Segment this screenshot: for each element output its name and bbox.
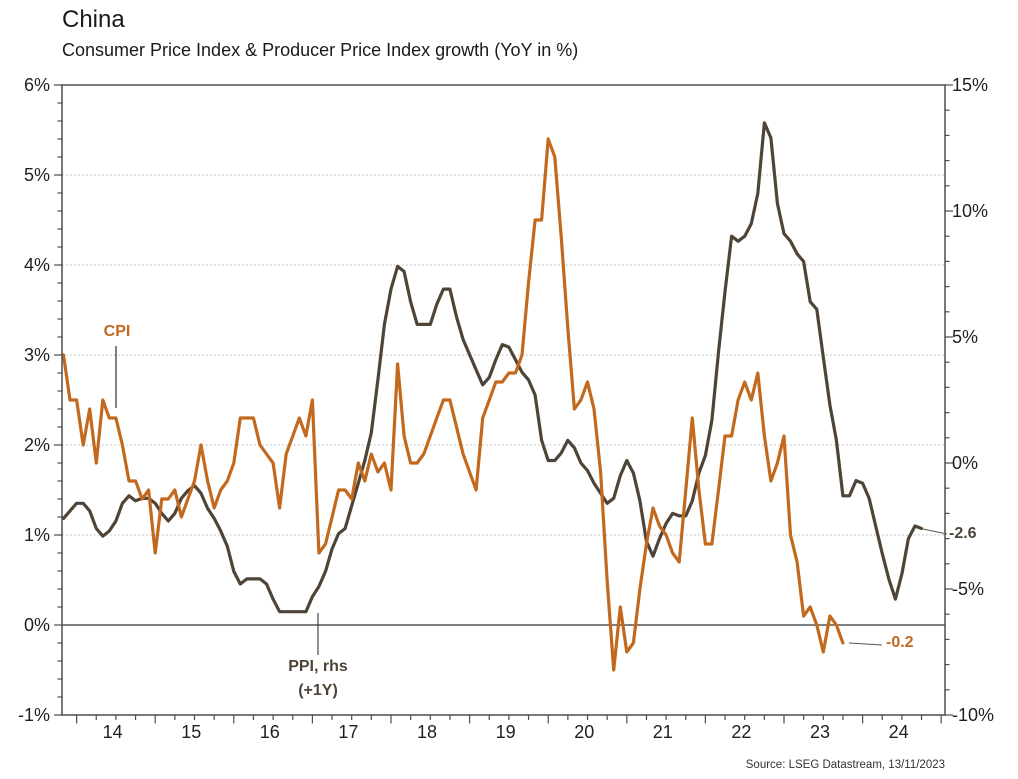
- ppi-line: [61, 121, 924, 614]
- ppi-last-value-label: -2.6: [949, 525, 977, 542]
- x-axis-year-label: 24: [888, 722, 909, 742]
- source-attribution: Source: LSEG Datastream, 13/11/2023: [745, 759, 945, 771]
- left-axis-tick-label: 0%: [23, 615, 50, 635]
- chart-subtitle: Consumer Price Index & Producer Price In…: [62, 40, 579, 60]
- cpi-series-label: CPI: [103, 323, 131, 340]
- left-axis-tick-label: 2%: [23, 435, 50, 455]
- x-axis-year-label: 16: [259, 722, 280, 742]
- chart-title: China: [62, 6, 125, 33]
- x-axis-year-label: 18: [417, 722, 438, 742]
- cpi-last-value-connector: [848, 642, 883, 646]
- left-axis-tick-label: -1%: [17, 705, 50, 725]
- cpi-line: [61, 137, 845, 672]
- plot-frame: [61, 84, 946, 716]
- x-axis-year-label: 20: [574, 722, 595, 742]
- right-axis-tick-label: -10%: [952, 705, 995, 725]
- right-axis-tick-label: -5%: [952, 579, 985, 599]
- right-axis-tick-label: 5%: [952, 327, 979, 347]
- x-axis-year-label: 15: [181, 722, 202, 742]
- left-axis-tick-label: 1%: [23, 525, 50, 545]
- left-axis-tick-label: 3%: [23, 345, 50, 365]
- x-axis-year-label: 22: [731, 722, 752, 742]
- ppi-last-value-connector: [922, 528, 948, 535]
- x-axis-year-label: 14: [102, 722, 123, 742]
- ppi-series-label-line1: PPI, rhs: [288, 658, 348, 675]
- right-axis-tick-label: 0%: [952, 453, 979, 473]
- left-axis-tick-label: 4%: [23, 255, 50, 275]
- x-axis-year-label: 23: [810, 722, 831, 742]
- right-axis-tick-label: 15%: [952, 75, 989, 95]
- ppi-series-label-line2: (+1Y): [298, 682, 338, 699]
- left-axis-tick-label: 5%: [23, 165, 50, 185]
- left-axis-tick-label: 6%: [23, 75, 50, 95]
- x-axis-year-label: 21: [652, 722, 673, 742]
- x-axis-year-label: 17: [338, 722, 359, 742]
- right-axis-tick-label: 10%: [952, 201, 989, 221]
- cpi-last-value-label: -0.2: [886, 634, 914, 651]
- x-axis-year-label: 19: [495, 722, 516, 742]
